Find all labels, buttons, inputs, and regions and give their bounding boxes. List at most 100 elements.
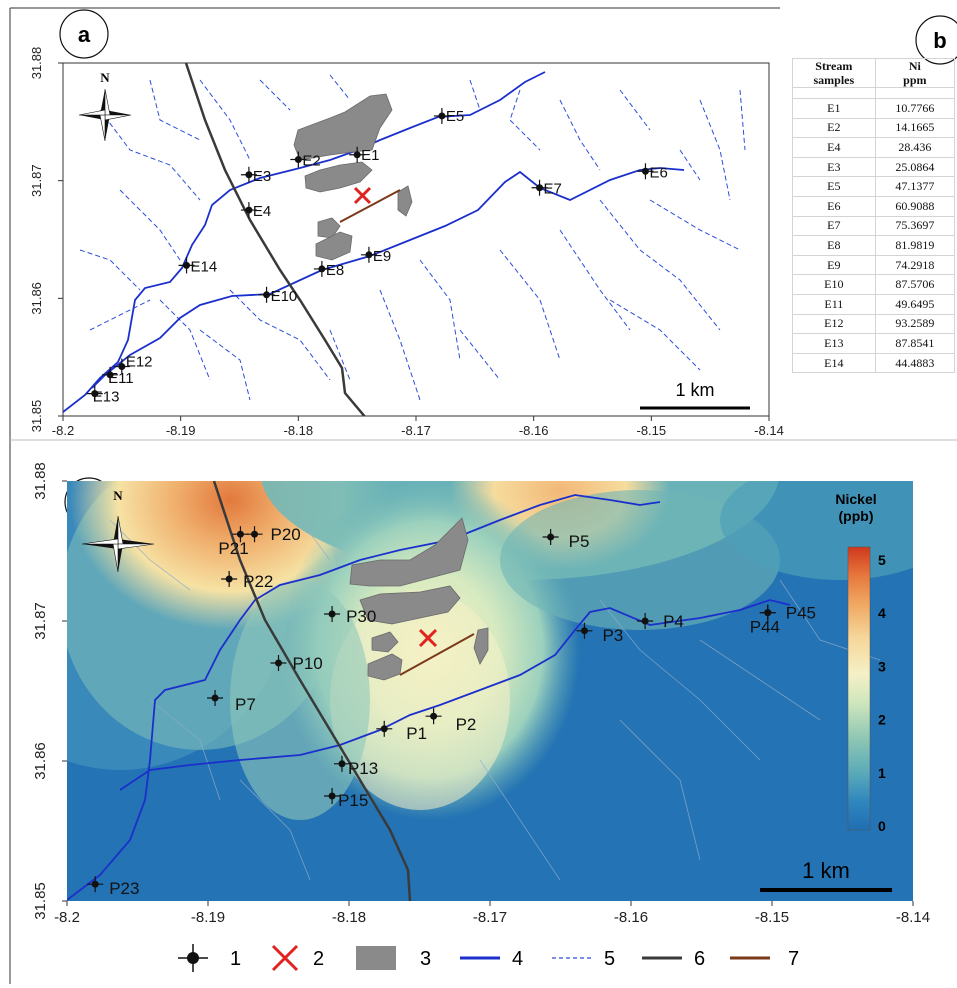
table-row: E4 28.436 bbox=[792, 137, 956, 158]
sample-label-e11: E11 bbox=[108, 370, 134, 387]
panel-a-river-south bbox=[91, 167, 685, 389]
panel-a-scale-label: 1 km bbox=[675, 380, 714, 400]
svg-text:7: 7 bbox=[788, 948, 799, 970]
y-tick-label: 31.87 bbox=[29, 164, 44, 197]
panel-c-map: P1 P2 P3 P4 P44 P45 P5 P7 P10 P13 P15 P20 P21 P22 P23 P… bbox=[32, 462, 930, 926]
table-row: E5 47.1377 bbox=[792, 176, 956, 197]
sample-point-p7: P7 bbox=[207, 690, 256, 714]
panel-b-table: Stream samples Ni ppm E1 10.7766 E2 14.1665 E4… bbox=[792, 58, 956, 374]
table-header-ni: Ni ppm bbox=[874, 58, 956, 88]
legend-item-7: 7 bbox=[730, 948, 799, 970]
x-tick-label: -8.19 bbox=[166, 423, 196, 438]
sample-point-p21: P21 bbox=[218, 526, 249, 558]
table-row: E2 14.1665 bbox=[792, 117, 956, 139]
table-row: E13 87.8541 bbox=[792, 333, 956, 354]
panel-c-colorbar bbox=[847, 546, 871, 831]
table-cell-ni: 93.2589 bbox=[874, 313, 956, 335]
table-cell-ni: 74.2918 bbox=[874, 254, 956, 276]
sample-point-p23: P23 bbox=[87, 876, 139, 898]
table-cell-sample: E1 bbox=[792, 98, 876, 119]
panel-c-scale-label: 1 km bbox=[802, 858, 850, 883]
panel-c-north-arrow bbox=[81, 515, 155, 573]
table-cell-sample: E10 bbox=[792, 274, 876, 295]
table-row: E8 81.9819 bbox=[792, 235, 956, 256]
table-cell-ni: 25.0864 bbox=[874, 156, 956, 178]
table-cell-sample: E3 bbox=[792, 156, 876, 178]
panel-c-colorbar-ticks: 5 4 3 2 1 0 bbox=[878, 552, 886, 834]
sample-point-p30: P30 bbox=[324, 606, 376, 626]
panel-c-legend-title-1: Nickel bbox=[835, 491, 876, 507]
y-tick-label: 31.86 bbox=[32, 742, 49, 780]
panel-c-axis-ticks: 31.88 31.87 31.86 31.85 -8.2 -8.19 -8.18 -8.17 -… bbox=[32, 462, 930, 926]
colorbar-tick-label: 4 bbox=[878, 605, 886, 621]
table-cell-sample: E14 bbox=[792, 352, 876, 374]
panel-a-north-label: N bbox=[100, 70, 110, 85]
sample-point-e6: E6 bbox=[637, 163, 668, 181]
sample-point-p2: P2 bbox=[425, 708, 476, 734]
sample-label-p44: P44 bbox=[750, 618, 780, 637]
table-row: E11 49.6495 bbox=[792, 293, 956, 315]
sample-label-e5: E5 bbox=[446, 108, 464, 125]
sample-point-p15: P15 bbox=[324, 788, 368, 810]
sample-point-e2: E2 bbox=[290, 151, 321, 169]
sample-label-p1: P1 bbox=[406, 724, 427, 743]
x-tick-label: -8.18 bbox=[284, 423, 314, 438]
legend-item-2 bbox=[271, 944, 299, 972]
x-tick-label: -8.17 bbox=[401, 423, 431, 438]
sample-label-p3: P3 bbox=[602, 626, 623, 645]
sample-label-p4: P4 bbox=[663, 612, 684, 631]
y-tick-label: 31.86 bbox=[29, 282, 44, 315]
svg-text:b: b bbox=[933, 28, 946, 53]
table-cell-sample: E4 bbox=[792, 137, 876, 158]
table-cell-ni: 49.6495 bbox=[874, 293, 956, 315]
table-row: E7 75.3697 bbox=[792, 215, 956, 237]
table-cell-ni: 81.9819 bbox=[874, 235, 956, 256]
sample-point-e14: E14 bbox=[178, 257, 217, 275]
panel-c-intrusions bbox=[349, 517, 489, 681]
sample-label-p5: P5 bbox=[569, 532, 590, 551]
sample-point-p3: P3 bbox=[576, 622, 623, 645]
table-row: E3 25.0864 bbox=[792, 156, 956, 178]
table-cell-ni: 60.9088 bbox=[874, 195, 956, 217]
sample-point-e7: E7 bbox=[531, 179, 562, 198]
sample-label-e12: E12 bbox=[126, 354, 153, 371]
x-tick-label: -8.15 bbox=[755, 909, 789, 926]
svg-text:3: 3 bbox=[420, 948, 431, 970]
sample-label-p21: P21 bbox=[218, 539, 248, 558]
table-cell-sample: E5 bbox=[792, 176, 876, 197]
table-cell-sample: E2 bbox=[792, 117, 876, 139]
sample-label-p23: P23 bbox=[109, 879, 139, 898]
table-cell-sample: E11 bbox=[792, 293, 876, 315]
panel-c-fault bbox=[212, 481, 412, 901]
colorbar-tick-label: 3 bbox=[878, 658, 886, 674]
table-cell-ni: 44.4883 bbox=[874, 352, 956, 374]
legend-item-2-label: 2 bbox=[313, 948, 324, 970]
sample-point-e12: E12 bbox=[113, 354, 153, 375]
svg-text:4: 4 bbox=[512, 948, 523, 970]
x-tick-label: -8.16 bbox=[614, 909, 648, 926]
legend: 1 2 3 4 5 6 7 bbox=[178, 944, 799, 972]
panel-c-samples: P1 P2 P3 P4 P44 P45 P5 P7 P10 P13 P15 P20 P21 P22 P23 P… bbox=[87, 525, 816, 898]
sample-point-e9: E9 bbox=[360, 246, 391, 265]
table-cell-ni: 28.436 bbox=[874, 137, 956, 158]
colorbar-tick-label: 0 bbox=[878, 818, 886, 834]
sample-label-p22: P22 bbox=[243, 572, 273, 591]
panel-a-brown-line bbox=[339, 189, 401, 223]
sample-point-e4: E4 bbox=[240, 202, 271, 220]
sample-label-e13: E13 bbox=[93, 389, 120, 406]
panel-a-fault bbox=[184, 63, 366, 416]
sample-point-p1: P1 bbox=[376, 720, 427, 743]
table-row: E10 87.5706 bbox=[792, 274, 956, 295]
panel-c-river-north bbox=[67, 494, 661, 901]
panel-c-brown-line bbox=[399, 633, 475, 676]
sample-point-e8: E8 bbox=[313, 260, 344, 279]
panel-label-b: b bbox=[915, 15, 957, 65]
x-tick-label: -8.19 bbox=[191, 909, 225, 926]
sample-point-e3: E3 bbox=[240, 166, 271, 185]
table-cell-sample: E7 bbox=[792, 215, 876, 237]
panel-c-red-cross bbox=[418, 628, 438, 648]
x-tick-label: -8.15 bbox=[637, 423, 667, 438]
colorbar-tick-label: 1 bbox=[878, 765, 886, 781]
sample-point-e5: E5 bbox=[433, 107, 464, 125]
